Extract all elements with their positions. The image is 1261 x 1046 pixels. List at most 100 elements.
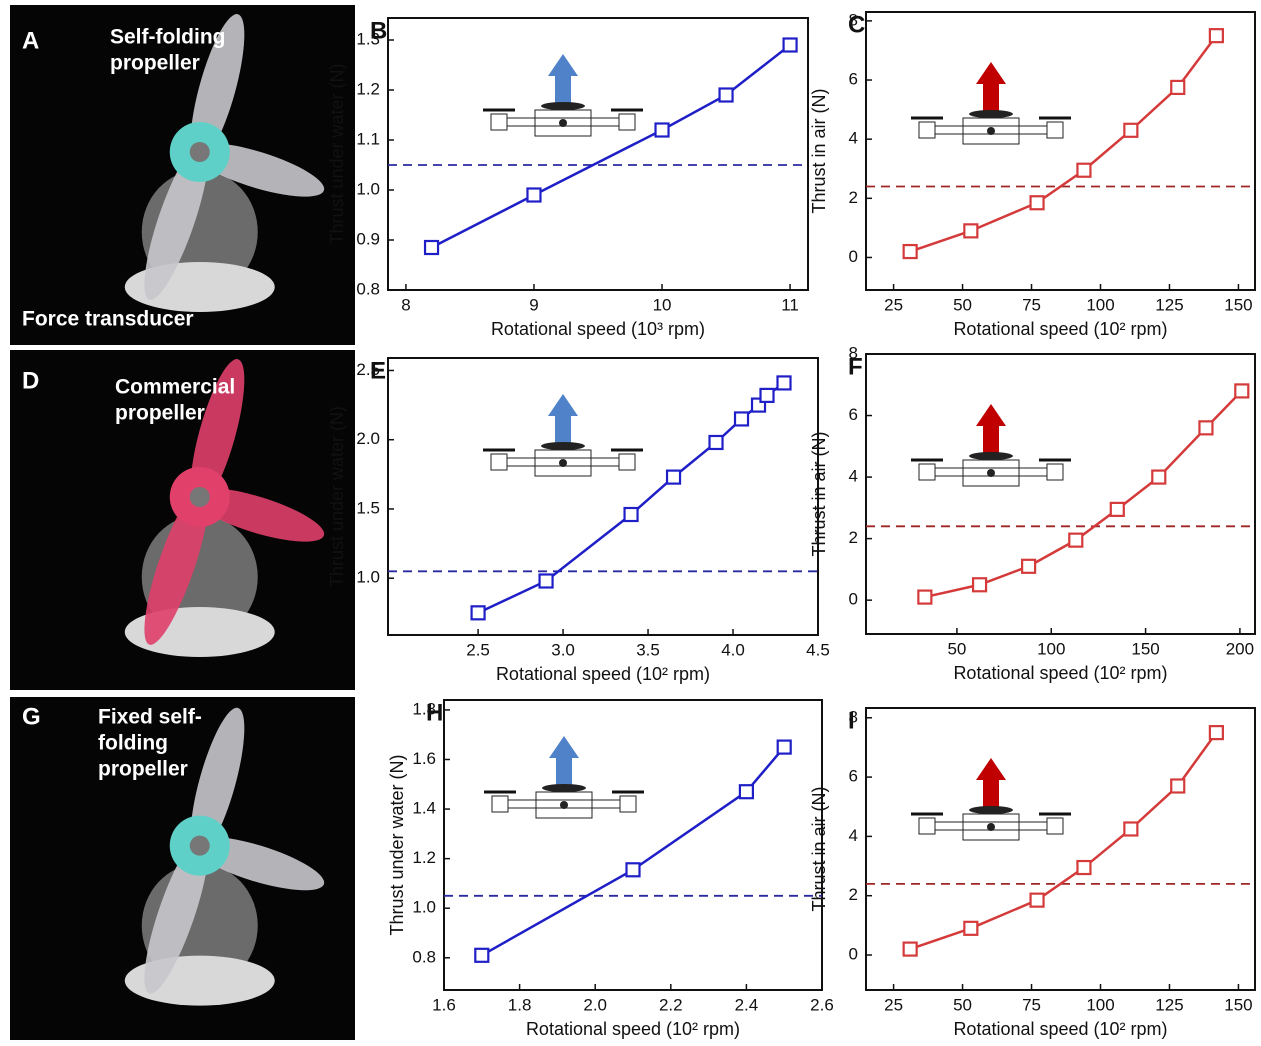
x-tick-label: 2.5: [466, 640, 490, 659]
y-tick-label: 2: [849, 188, 858, 207]
photo-annotation: Commercial: [115, 376, 235, 399]
photo-annotation: Self-folding: [110, 26, 225, 49]
y-tick-label: 1.4: [412, 799, 436, 818]
y-tick-label: 6: [849, 767, 858, 786]
y-tick-label: 2: [849, 528, 858, 547]
data-marker: [1198, 420, 1214, 436]
y-axis-label: Thrust under water (N): [387, 754, 407, 935]
y-axis-label: Thrust in air (N): [809, 431, 829, 556]
y-tick-label: 6: [849, 405, 858, 424]
drone-pod: [918, 817, 936, 835]
chart: 2.5 3.0 3.5 4.0 4.5 1.0 1.5 2.0 2.5 Rotational sp…: [327, 357, 830, 684]
data-marker: [759, 387, 775, 403]
data-marker: [733, 411, 750, 427]
data-marker: [625, 862, 641, 878]
drone-eye: [987, 823, 995, 831]
data-line: [924, 390, 1243, 599]
x-tick-label: 75: [1022, 995, 1041, 1014]
photo-annotation: propeller: [110, 52, 200, 75]
data-marker: [1170, 79, 1186, 96]
y-tick-label: 0: [849, 590, 858, 609]
x-tick-label: 2.0: [583, 995, 607, 1014]
data-marker: [1076, 162, 1092, 178]
panel-letter: C: [848, 11, 865, 38]
x-tick-label: 25: [884, 295, 903, 314]
x-tick-label: 4.5: [806, 640, 830, 659]
drone-pod: [1046, 817, 1064, 835]
y-tick-label: 2.5: [356, 360, 380, 379]
drone-top: [969, 806, 1013, 814]
y-tick-label: 1.2: [412, 848, 436, 867]
x-tick-label: 75: [1022, 295, 1041, 314]
chart: 1.6 1.8 2.0 2.2 2.4 2.6 0.8 1.0 1.2 1.4 1.6 1.8 Rota…: [387, 699, 834, 1039]
x-axis-label: Rotational speed (10² rpm): [526, 1019, 740, 1039]
x-tick-label: 11: [781, 295, 799, 314]
data-marker: [470, 605, 486, 621]
panel-letter: H: [426, 699, 443, 726]
photo-annotation: Fixed self-: [98, 706, 202, 729]
y-tick-label: 0.8: [412, 947, 436, 966]
panel-letter: G: [22, 703, 41, 730]
y-tick-label: 1.6: [412, 749, 436, 768]
panel-letter: F: [848, 353, 863, 380]
thrust-arrow: [976, 404, 1006, 454]
plot-frame: [387, 357, 819, 636]
data-marker: [971, 577, 988, 593]
x-tick-label: 100: [1086, 995, 1114, 1014]
data-marker: [1109, 501, 1125, 517]
x-axis-label: Rotational speed (10² rpm): [496, 664, 710, 684]
y-tick-label: 0.9: [356, 229, 380, 248]
drone-pod: [618, 453, 636, 471]
plot-frame: [865, 353, 1256, 635]
y-tick-label: 1.2: [356, 79, 380, 98]
drone-pod: [1046, 463, 1064, 481]
y-tick-label: 4: [849, 826, 858, 845]
hub-nut: [189, 142, 210, 162]
data-line: [481, 746, 786, 957]
x-tick-label: 2.2: [659, 995, 683, 1014]
x-tick-label: 50: [953, 995, 972, 1014]
y-tick-label: 1.0: [356, 568, 380, 587]
chart: 50 100 150 200 0 2 4 6 8 Rotational speed (10² rp…: [809, 343, 1256, 683]
data-marker: [963, 920, 979, 936]
data-marker: [718, 87, 734, 103]
drone-top: [541, 102, 585, 110]
x-tick-label: 1.6: [432, 995, 456, 1014]
chart: 25 50 75 100 125 150 0 2 4 6 8 Rotational speed (10…: [809, 707, 1256, 1039]
drone-pod: [1046, 121, 1064, 139]
data-marker: [1170, 778, 1186, 794]
data-marker: [1076, 859, 1092, 876]
chart: 25 50 75 100 125 150 0 2 4 6 8 Rotational speed (10…: [809, 10, 1256, 339]
drone-top: [969, 110, 1013, 118]
drone-eye: [559, 119, 567, 127]
panel-letter: E: [370, 357, 386, 384]
y-tick-label: 0: [849, 944, 858, 963]
panel-letter: D: [22, 367, 39, 394]
thrust-arrow: [976, 62, 1006, 112]
x-axis-label: Rotational speed (10³ rpm): [491, 319, 705, 339]
photo-panel: A Self-folding propeller Force transducer: [10, 5, 355, 345]
data-marker: [782, 37, 798, 53]
y-tick-label: 2: [849, 885, 858, 904]
y-tick-label: 1.5: [356, 498, 380, 517]
data-marker: [963, 223, 979, 239]
thrust-arrow: [548, 54, 578, 104]
x-tick-label: 3.0: [551, 640, 575, 659]
drone-pod: [918, 121, 936, 139]
x-tick-label: 50: [947, 639, 966, 658]
y-tick-label: 8: [849, 343, 858, 362]
drone-pod: [918, 463, 936, 481]
drone-eye: [987, 469, 995, 477]
data-marker: [1068, 532, 1084, 548]
data-marker: [738, 784, 755, 800]
data-marker: [1029, 892, 1045, 908]
thrust-arrow: [548, 394, 578, 444]
drone-pod: [490, 453, 508, 471]
drone-top: [541, 442, 585, 450]
x-tick-label: 25: [884, 995, 903, 1014]
drone-pod: [491, 795, 509, 813]
data-marker: [776, 375, 792, 391]
drone-body: [962, 459, 1020, 487]
hub-nut: [189, 487, 210, 507]
